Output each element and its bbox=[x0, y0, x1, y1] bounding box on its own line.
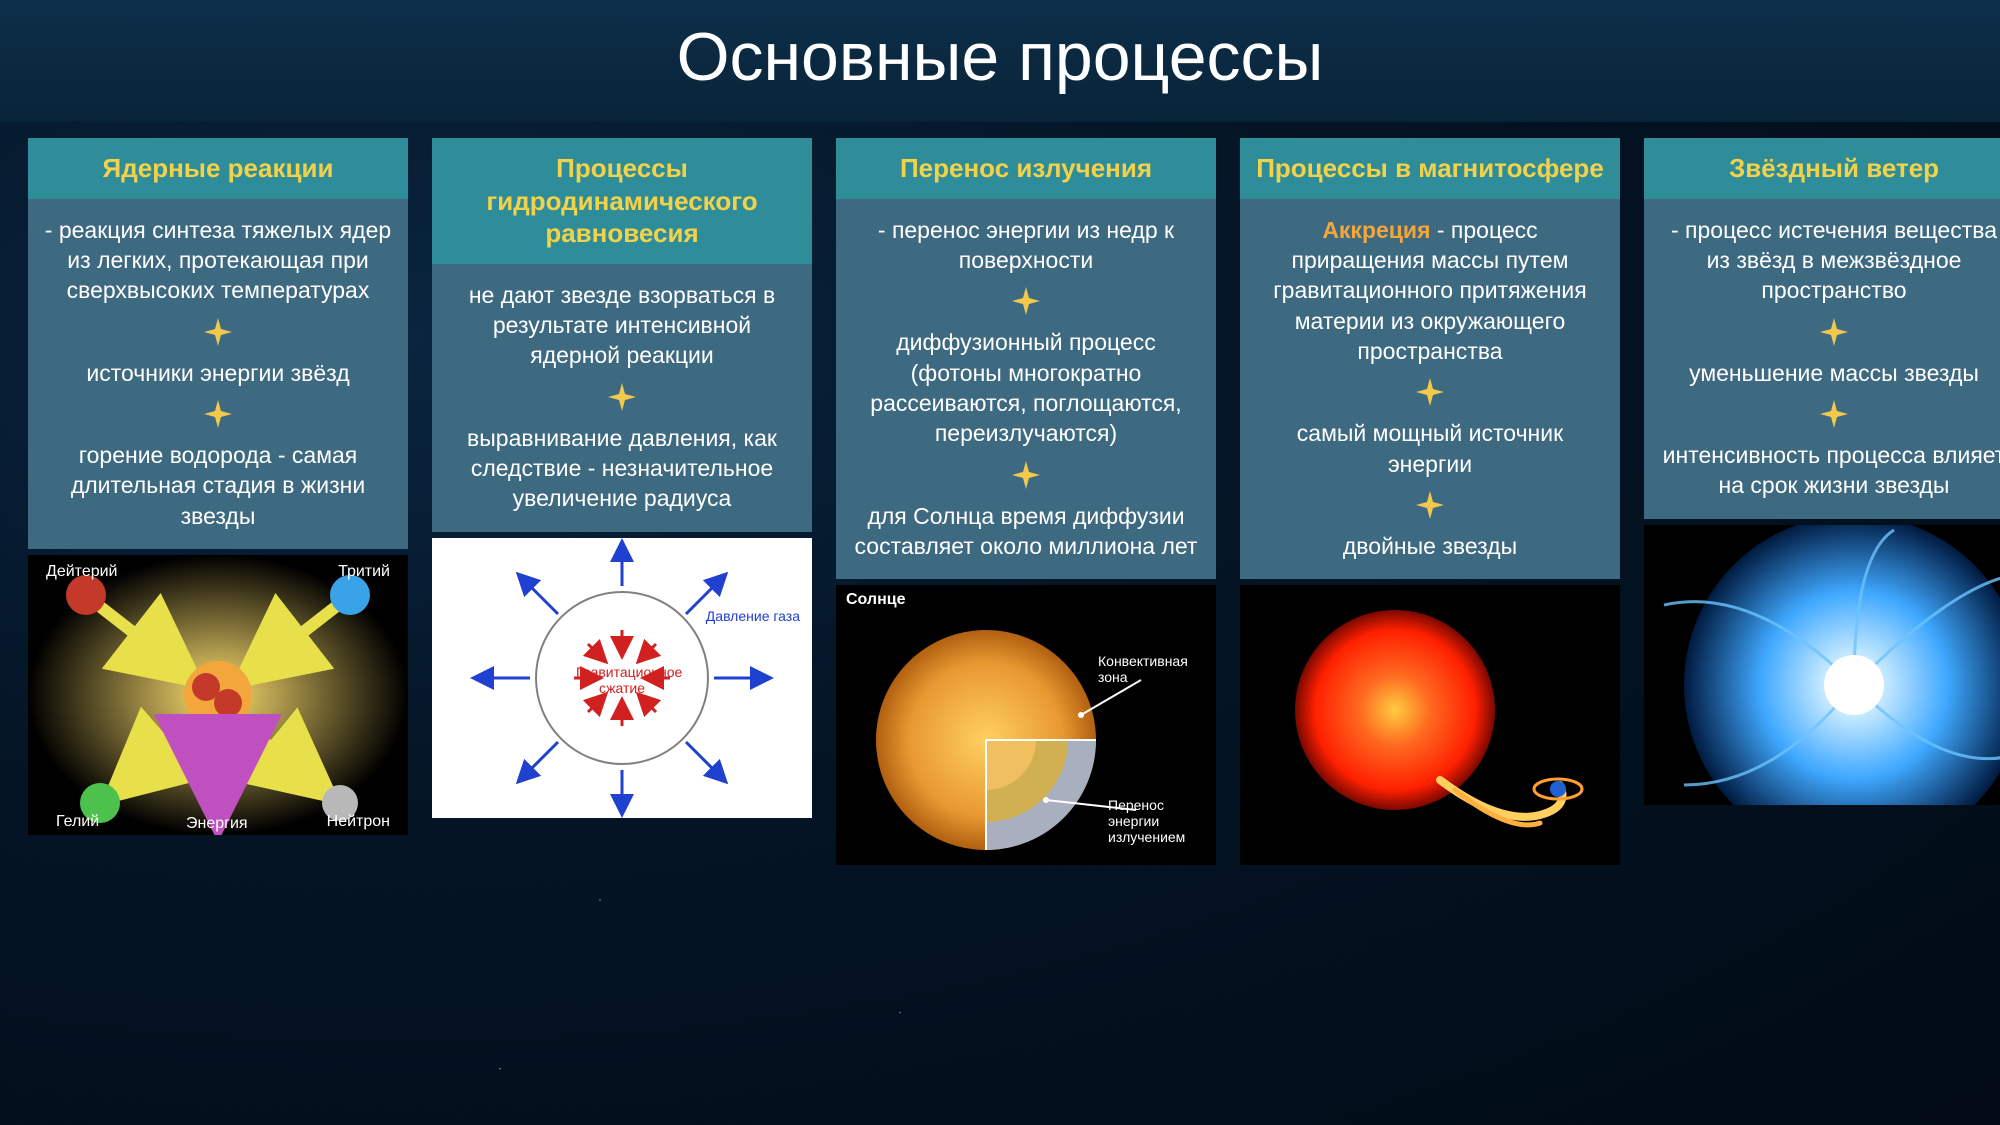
diagram-accretion bbox=[1240, 585, 1620, 865]
label: Тритий bbox=[338, 563, 390, 581]
card-head: Перенос излучения bbox=[836, 138, 1216, 199]
para: не дают звезде взорваться в результате и… bbox=[446, 280, 798, 371]
diagram-equilibrium: Гравитационное сжатие Давление газа bbox=[432, 538, 812, 818]
para: для Солнца время диффузии составляет око… bbox=[850, 501, 1202, 562]
col-wind: Звёздный ветер - процесс истечения вещес… bbox=[1644, 138, 2000, 805]
col-magneto: Процессы в магнитосфере Аккреция - проце… bbox=[1240, 138, 1620, 865]
label: Солнце bbox=[846, 591, 906, 609]
sparkle-icon bbox=[850, 287, 1202, 315]
para: горение водорода - самая длительная стад… bbox=[42, 440, 394, 531]
card-nuclear: Ядерные реакции - реакция синтеза тяжелы… bbox=[28, 138, 408, 549]
para: Аккреция - процесс приращения массы путе… bbox=[1254, 215, 1606, 367]
para: самый мощный источник энергии bbox=[1254, 418, 1606, 479]
card-wind: Звёздный ветер - процесс истечения вещес… bbox=[1644, 138, 2000, 519]
card-head: Процессы гидродинамического равновесия bbox=[432, 138, 812, 264]
para: уменьшение массы звезды bbox=[1658, 358, 2000, 388]
para: диффузионный процесс bbox=[850, 327, 1202, 357]
label: Энергия bbox=[186, 815, 248, 833]
card-body: - перенос энергии из недр к поверхности … bbox=[836, 199, 1216, 580]
accent-word: Аккреция bbox=[1322, 217, 1430, 243]
card-body: - процесс истечения вещества из звёзд в … bbox=[1644, 199, 2000, 519]
card-magneto: Процессы в магнитосфере Аккреция - проце… bbox=[1240, 138, 1620, 579]
columns-row: Ядерные реакции - реакция синтеза тяжелы… bbox=[0, 122, 2000, 865]
card-head: Ядерные реакции bbox=[28, 138, 408, 199]
sparkle-icon bbox=[850, 461, 1202, 489]
label: Гравитационное сжатие bbox=[576, 664, 668, 696]
para: - процесс истечения вещества из звёзд в … bbox=[1658, 215, 2000, 306]
card-radiation: Перенос излучения - перенос энергии из н… bbox=[836, 138, 1216, 579]
sparkle-icon bbox=[1658, 318, 2000, 346]
label: Конвективная зона bbox=[1098, 653, 1208, 685]
para: интенсивность процесса влияет на срок жи… bbox=[1658, 440, 2000, 501]
sparkle-icon bbox=[446, 383, 798, 411]
para: (фотоны многократно рассеиваются, поглощ… bbox=[850, 358, 1202, 449]
sparkle-icon bbox=[42, 318, 394, 346]
label: Гелий bbox=[56, 813, 99, 831]
para: - реакция синтеза тяжелых ядер из легких… bbox=[42, 215, 394, 306]
sparkle-icon bbox=[1254, 378, 1606, 406]
card-body: - реакция синтеза тяжелых ядер из легких… bbox=[28, 199, 408, 550]
para-rest: - процесс приращения массы путем гравита… bbox=[1273, 217, 1586, 364]
col-nuclear: Ядерные реакции - реакция синтеза тяжелы… bbox=[28, 138, 408, 835]
para: - перенос энергии из недр к поверхности bbox=[850, 215, 1202, 276]
para: двойные звезды bbox=[1254, 531, 1606, 561]
col-hydro: Процессы гидродинамического равновесия н… bbox=[432, 138, 812, 818]
para: источники энергии звёзд bbox=[42, 358, 394, 388]
sparkle-icon bbox=[1254, 491, 1606, 519]
card-body: не дают звезде взорваться в результате и… bbox=[432, 264, 812, 532]
sparkle-icon bbox=[1658, 400, 2000, 428]
page-title: Основные процессы bbox=[0, 0, 2000, 122]
card-body: Аккреция - процесс приращения массы путе… bbox=[1240, 199, 1620, 580]
card-hydro: Процессы гидродинамического равновесия н… bbox=[432, 138, 812, 532]
diagram-sun: Солнце Конвективная зона Перенос энергии… bbox=[836, 585, 1216, 865]
label: Перенос энергии излучением bbox=[1108, 797, 1208, 845]
col-radiation: Перенос излучения - перенос энергии из н… bbox=[836, 138, 1216, 865]
label: Давление газа bbox=[706, 608, 800, 624]
diagram-wind bbox=[1644, 525, 2000, 805]
label: Дейтерий bbox=[46, 563, 118, 581]
label: Нейтрон bbox=[327, 813, 390, 831]
sparkle-icon bbox=[42, 400, 394, 428]
card-head: Звёздный ветер bbox=[1644, 138, 2000, 199]
diagram-fusion: Дейтерий Тритий Гелий Нейтрон Энергия bbox=[28, 555, 408, 835]
card-head: Процессы в магнитосфере bbox=[1240, 138, 1620, 199]
para: выравнивание давления, как следствие - н… bbox=[446, 423, 798, 514]
